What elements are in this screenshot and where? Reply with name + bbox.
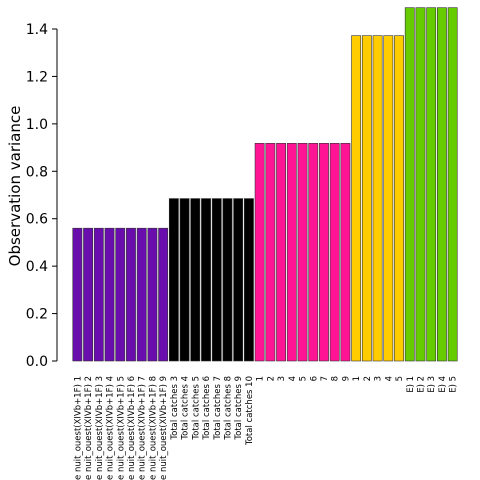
x-tick-label: 4 xyxy=(288,376,298,381)
bar xyxy=(372,35,383,362)
bar xyxy=(211,198,222,362)
y-tick-label: 0.2 xyxy=(26,307,48,323)
bar xyxy=(83,227,93,362)
bar xyxy=(168,198,179,362)
y-tick-label: 0.6 xyxy=(26,212,48,228)
x-tick-label: E) 3 xyxy=(427,376,437,393)
bar xyxy=(254,143,265,362)
y-tick-label: 0.8 xyxy=(26,164,48,180)
bar xyxy=(104,227,115,362)
y-tick-label: 0.0 xyxy=(26,354,48,370)
x-tick-label: 5 xyxy=(395,376,405,381)
bar xyxy=(115,227,126,362)
x-tick-label: 3 xyxy=(277,376,287,381)
x-tick-label: E) 1 xyxy=(406,376,416,393)
bar xyxy=(361,35,372,362)
x-tick-label: 9 xyxy=(341,376,351,381)
y-tick-label: 1.4 xyxy=(26,22,48,38)
x-tick-label: 1 xyxy=(352,376,362,381)
x-tick-label: Cpue nuit_ouest(XIVb+1F) 6 xyxy=(127,376,137,480)
x-tick-label: Total catches 10 xyxy=(245,376,255,446)
x-tick-label: Total catches 6 xyxy=(202,376,212,441)
x-tick-label: Total catches 9 xyxy=(234,376,244,441)
bar xyxy=(201,198,211,362)
x-tick-label: 6 xyxy=(309,376,319,381)
x-tick-label: Total catches 5 xyxy=(191,376,201,441)
y-tick-label: 0.4 xyxy=(26,259,48,275)
bar xyxy=(340,143,351,362)
bar xyxy=(415,7,426,362)
x-tick-label: 4 xyxy=(384,376,394,381)
x-tick-label: Cpue nuit_ouest(XIVb+1F) 3 xyxy=(95,376,105,480)
bar xyxy=(404,7,415,362)
x-tick-label: Total catches 3 xyxy=(170,376,180,441)
x-tick-label: Cpue nuit_ouest(XIVb+1F) 1 xyxy=(73,376,83,480)
x-tick-label: Cpue nuit_ouest(XIVb+1F) 9 xyxy=(159,376,169,480)
x-tick-label: 2 xyxy=(363,376,373,381)
bar xyxy=(319,143,329,362)
bar xyxy=(276,143,286,362)
x-tick-label: 3 xyxy=(374,376,384,381)
bar xyxy=(297,143,308,362)
bar xyxy=(233,198,244,362)
x-tick-label: Cpue nuit_ouest(XIVb+1F) 5 xyxy=(116,376,126,480)
x-tick-label: 5 xyxy=(299,376,309,381)
bar xyxy=(190,198,201,362)
x-tick-label: 8 xyxy=(331,376,341,381)
bar xyxy=(329,143,340,362)
y-tick-label: 1.2 xyxy=(26,69,48,85)
x-tick-label: Cpue nuit_ouest(XIVb+1F) 2 xyxy=(84,376,94,480)
bar xyxy=(93,227,104,362)
bar xyxy=(437,7,447,362)
bar xyxy=(265,143,276,362)
x-tick-label: 7 xyxy=(320,376,330,381)
bar xyxy=(179,198,190,362)
bar xyxy=(72,227,83,362)
x-tick-label: Cpue nuit_ouest(XIVb+1F) 7 xyxy=(138,376,148,480)
x-tick-label: 1 xyxy=(256,376,266,381)
x-tick-label: Total catches 7 xyxy=(213,376,223,441)
bar xyxy=(383,35,394,362)
x-tick-label: Total catches 4 xyxy=(181,376,191,441)
x-tick-label: Cpue nuit_ouest(XIVb+1F) 8 xyxy=(148,376,158,480)
bars xyxy=(72,7,458,362)
x-tick-label: Cpue nuit_ouest(XIVb+1F) 4 xyxy=(106,376,116,480)
x-tick-labels: Cpue nuit_ouest(XIVb+1F) 1 Cpue nuit_oues… xyxy=(73,376,458,480)
x-tick-label: E) 4 xyxy=(438,376,448,393)
bar xyxy=(158,227,169,362)
bar xyxy=(447,7,458,362)
x-tick-label: E) 5 xyxy=(449,376,459,393)
bar xyxy=(286,143,297,362)
bar xyxy=(136,227,147,362)
y-axis-label: Observation variance xyxy=(6,106,24,267)
bar xyxy=(147,227,158,362)
x-tick-label: E) 2 xyxy=(416,376,426,393)
bar xyxy=(426,7,437,362)
bar xyxy=(394,35,404,362)
y-axis: 0.0 0.2 0.4 0.6 0.8 1.0 1.2 1.4 xyxy=(26,22,58,370)
bar xyxy=(126,227,136,362)
bar xyxy=(222,198,233,362)
x-tick-label: Total catches 8 xyxy=(223,376,233,441)
y-tick-label: 1.0 xyxy=(26,117,48,133)
x-tick-label: 2 xyxy=(266,376,276,381)
bar xyxy=(244,198,254,362)
bar xyxy=(351,35,362,362)
bar xyxy=(308,143,319,362)
